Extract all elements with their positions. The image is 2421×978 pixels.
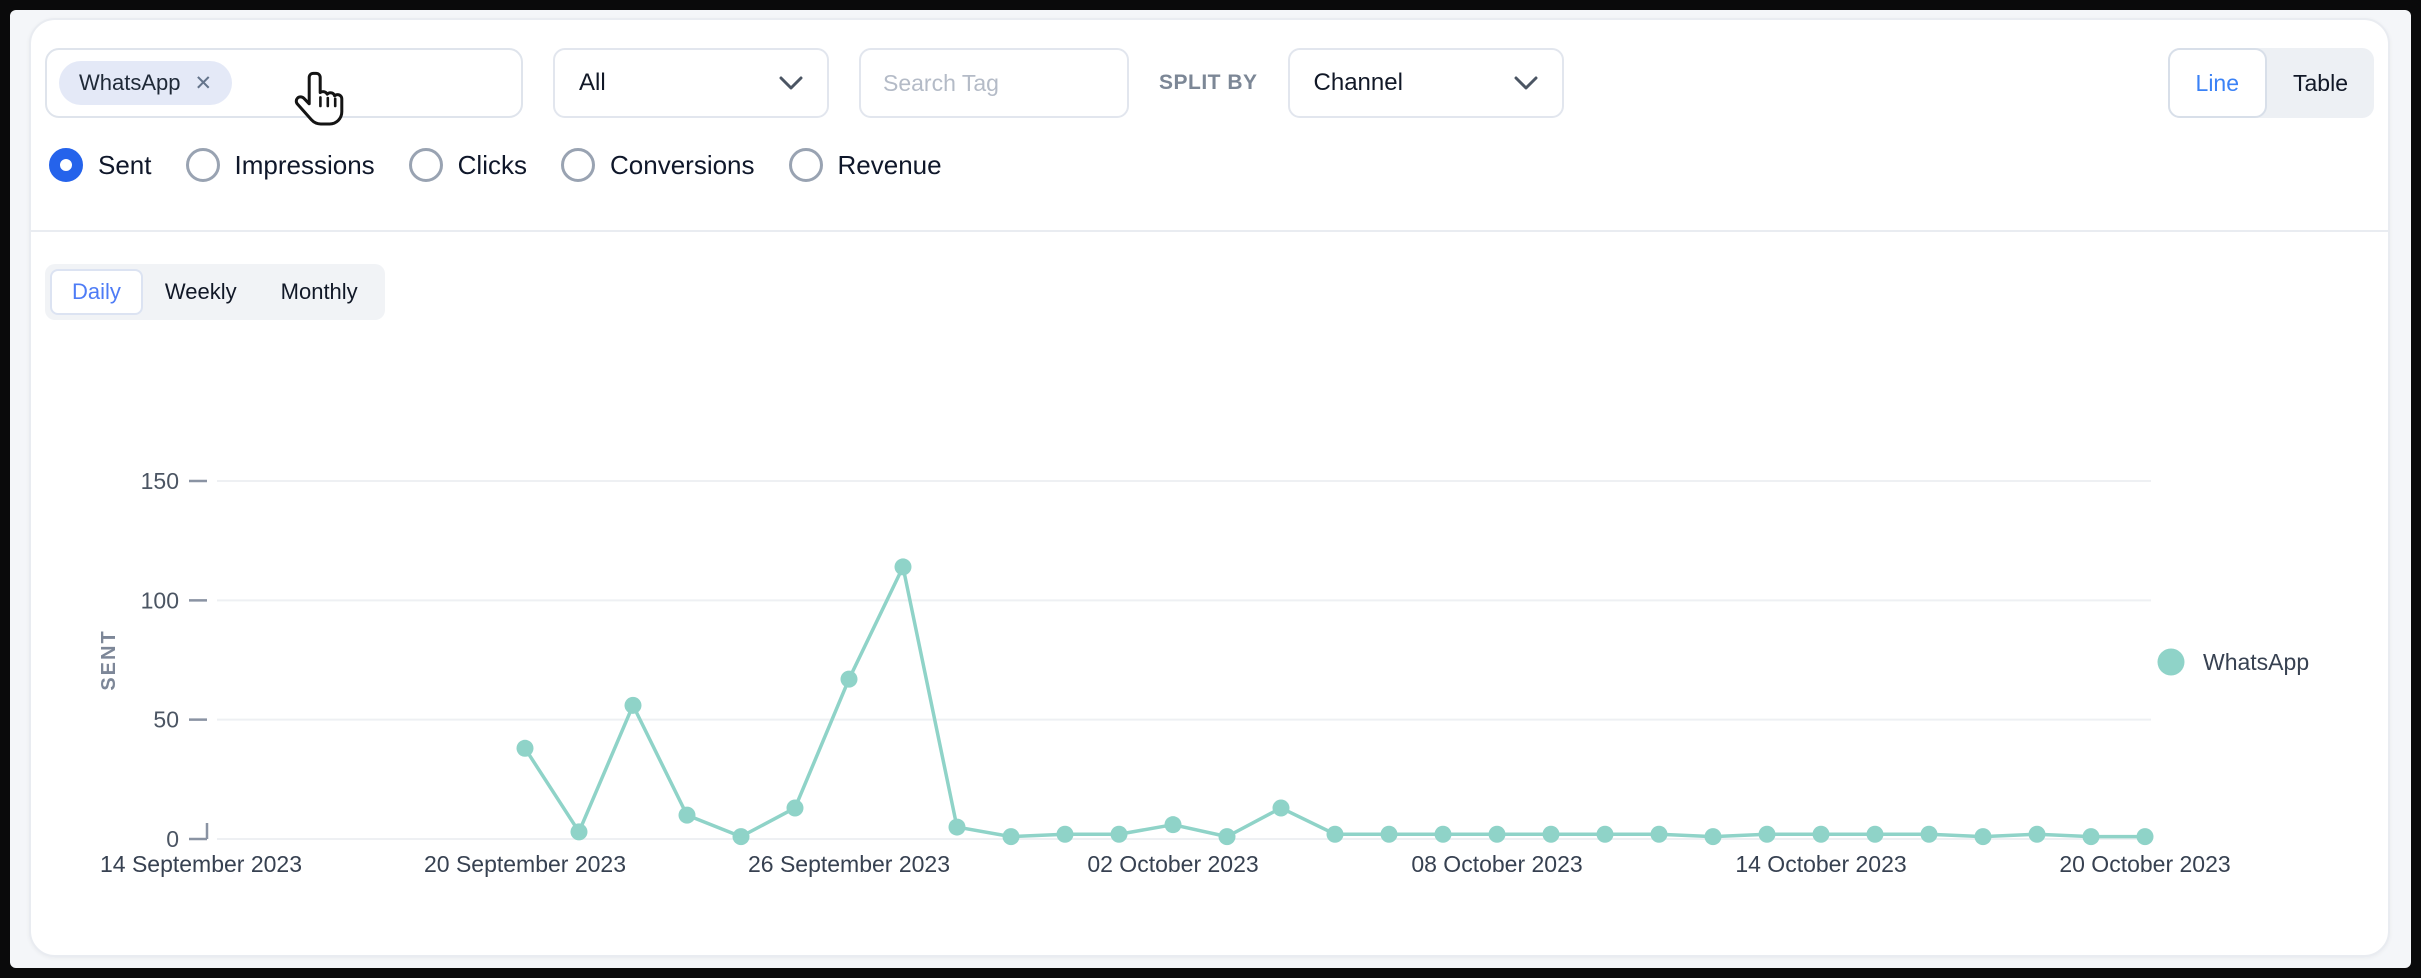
legend-label: WhatsApp xyxy=(2203,649,2309,675)
chart-point[interactable] xyxy=(1812,825,1830,843)
legend-dot xyxy=(2157,648,2185,676)
metric-radio-conversions[interactable]: Conversions xyxy=(561,148,755,182)
chart-point[interactable] xyxy=(1704,828,1722,846)
header-divider xyxy=(31,230,2388,232)
split-by-select[interactable]: Channel xyxy=(1287,48,1564,118)
y-tick-label: 150 xyxy=(141,468,179,494)
remove-tag-icon[interactable]: ✕ xyxy=(194,71,213,95)
metric-radio-group: Sent Impressions Clicks Conversions Reve… xyxy=(31,118,2388,182)
tab-daily[interactable]: Daily xyxy=(50,269,143,315)
x-tick-label: 14 September 2023 xyxy=(100,851,302,877)
metric-radio-label: Clicks xyxy=(457,149,527,180)
table-view-button[interactable]: Table xyxy=(2267,48,2374,118)
tab-weekly[interactable]: Weekly xyxy=(143,269,259,315)
x-tick-label: 08 October 2023 xyxy=(1411,851,1582,877)
x-tick-label: 14 October 2023 xyxy=(1735,851,1906,877)
line-view-button[interactable]: Line xyxy=(2167,48,2268,118)
granularity-tabs: Daily Weekly Monthly xyxy=(45,264,385,320)
chart-point[interactable] xyxy=(2136,828,2154,846)
metric-radio-label: Revenue xyxy=(837,149,942,180)
chart-point[interactable] xyxy=(570,823,588,841)
chart-point[interactable] xyxy=(1380,825,1398,843)
radio-unselected-icon[interactable] xyxy=(408,148,443,182)
chart-point[interactable] xyxy=(1056,825,1074,843)
chart-point[interactable] xyxy=(894,558,912,576)
chart-point[interactable] xyxy=(1542,825,1560,843)
metric-radio-label: Conversions xyxy=(610,149,755,180)
x-tick-label: 20 October 2023 xyxy=(2059,851,2230,877)
search-tag-input[interactable] xyxy=(859,48,1129,118)
chart-point[interactable] xyxy=(1866,825,1884,843)
chart-area: 0 50 100 150 14 September 2023 20 September 2… xyxy=(31,394,2388,894)
metric-radio-sent[interactable]: Sent xyxy=(49,148,152,182)
chevron-down-icon xyxy=(779,76,803,90)
metric-radio-label: Sent xyxy=(98,149,152,180)
chart-point[interactable] xyxy=(678,806,696,824)
metric-radio-revenue[interactable]: Revenue xyxy=(788,148,942,182)
chart-point[interactable] xyxy=(1488,825,1506,843)
y-tick-label: 50 xyxy=(153,707,179,733)
metric-radio-impressions[interactable]: Impressions xyxy=(185,148,375,182)
y-axis-label: SENT xyxy=(98,629,120,690)
radio-unselected-icon[interactable] xyxy=(788,148,823,182)
tag-filter-input[interactable]: WhatsApp ✕ xyxy=(45,48,523,118)
chart-point[interactable] xyxy=(1596,825,1614,843)
tab-monthly[interactable]: Monthly xyxy=(259,269,380,315)
chart-point[interactable] xyxy=(1974,828,1992,846)
chart-point[interactable] xyxy=(1110,825,1128,843)
metric-radio-clicks[interactable]: Clicks xyxy=(408,148,527,182)
chart-point[interactable] xyxy=(1002,828,1020,846)
category-select[interactable]: All xyxy=(553,48,829,118)
x-tick-label: 20 September 2023 xyxy=(424,851,626,877)
y-tick-label: 100 xyxy=(141,587,179,613)
chart-point[interactable] xyxy=(948,818,966,836)
chart-point[interactable] xyxy=(516,739,534,757)
chart-point[interactable] xyxy=(2082,828,2100,846)
tag-chip[interactable]: WhatsApp ✕ xyxy=(59,61,233,105)
metric-radio-label: Impressions xyxy=(234,149,375,180)
view-toggle: Line Table xyxy=(2167,48,2374,118)
category-select-value: All xyxy=(579,69,606,96)
radio-unselected-icon[interactable] xyxy=(185,148,220,182)
chart-point[interactable] xyxy=(624,696,642,714)
chart-point[interactable] xyxy=(840,670,858,688)
chart-point[interactable] xyxy=(1434,825,1452,843)
chart-point[interactable] xyxy=(1326,825,1344,843)
line-chart: 0 50 100 150 14 September 2023 20 September 2… xyxy=(98,468,2309,877)
chart-point[interactable] xyxy=(1920,825,1938,843)
radio-unselected-icon[interactable] xyxy=(561,148,595,182)
chart-point[interactable] xyxy=(732,828,750,846)
chart-point[interactable] xyxy=(1164,816,1182,834)
chart-point[interactable] xyxy=(1758,825,1776,843)
chart-point[interactable] xyxy=(1218,828,1236,846)
split-by-label: SPLIT BY xyxy=(1159,71,1258,94)
chevron-down-icon xyxy=(1514,76,1538,90)
chart-point[interactable] xyxy=(2028,825,2046,843)
radio-selected-icon[interactable] xyxy=(49,148,83,182)
chart-point[interactable] xyxy=(1272,799,1290,817)
x-tick-label: 02 October 2023 xyxy=(1087,851,1258,877)
tag-chip-label: WhatsApp xyxy=(79,70,181,95)
filter-toolbar: WhatsApp ✕ All SPLIT BY Channel Line Tab… xyxy=(31,20,2388,118)
page-background: WhatsApp ✕ All SPLIT BY Channel Line Tab… xyxy=(10,10,2411,968)
y-tick-label: 0 xyxy=(166,826,179,852)
chart-point[interactable] xyxy=(786,799,804,817)
chart-point[interactable] xyxy=(1650,825,1668,843)
x-tick-label: 26 September 2023 xyxy=(748,851,950,877)
analytics-card: WhatsApp ✕ All SPLIT BY Channel Line Tab… xyxy=(29,18,2390,957)
split-by-select-value: Channel xyxy=(1313,69,1403,96)
chart-line xyxy=(523,565,2145,839)
